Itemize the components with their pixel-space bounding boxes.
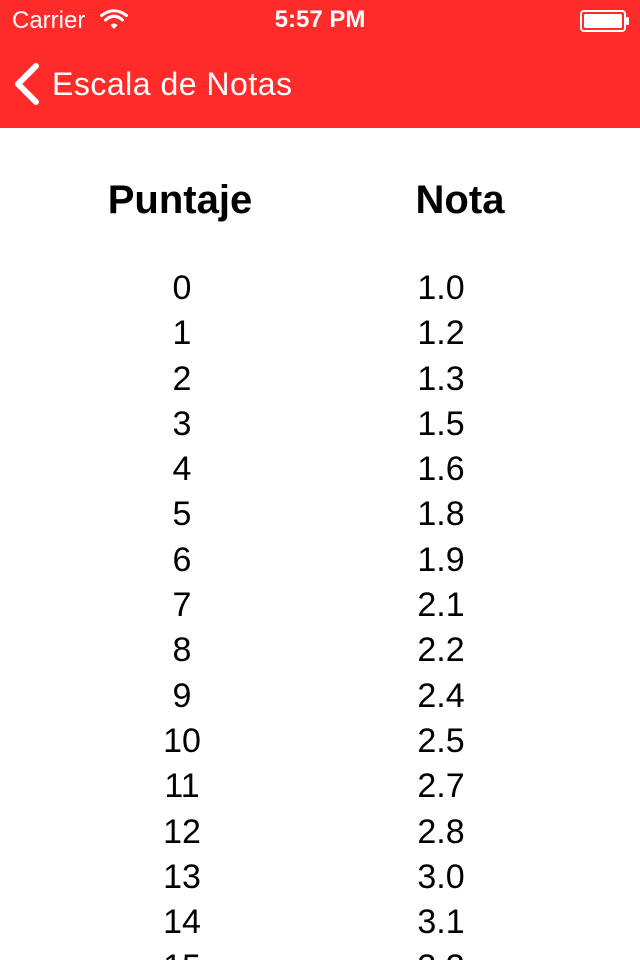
table-row: 5 1.8 — [0, 492, 640, 537]
table-row: 7 2.1 — [0, 583, 640, 628]
cell-puntaje: 4 — [172, 450, 192, 489]
table-row: 3 1.5 — [0, 402, 640, 447]
status-bar: Carrier 5:57 PM — [0, 0, 640, 40]
cell-nota: 2.5 — [417, 721, 465, 760]
cell-puntaje: 3 — [172, 404, 192, 443]
app-header: Carrier 5:57 PM Escala de Notas — [0, 0, 640, 128]
cell-puntaje: 1 — [172, 314, 192, 353]
cell-puntaje: 8 — [172, 631, 192, 670]
column-header-puntaje: Puntaje — [107, 178, 253, 222]
table-row: 11 2.7 — [0, 764, 640, 809]
table-row: 13 3.0 — [0, 855, 640, 900]
cell-nota: 1.0 — [417, 269, 465, 307]
cell-nota: 3.1 — [417, 903, 465, 942]
cell-puntaje: 14 — [163, 903, 201, 942]
table-row: 2 1.3 — [0, 357, 640, 402]
cell-nota: 1.2 — [417, 314, 465, 353]
cell-nota: 1.5 — [417, 404, 465, 443]
table-row: 153.3 — [0, 945, 640, 960]
cell-puntaje: 6 — [172, 540, 192, 579]
cell-nota: 1.3 — [417, 359, 465, 398]
status-time: 5:57 PM — [274, 6, 366, 33]
cell-puntaje: 0 — [172, 269, 192, 307]
table-row: 1 1.2 — [0, 311, 640, 356]
cell-nota: 1.9 — [417, 540, 465, 579]
cell-nota: 3.0 — [417, 857, 465, 896]
cell-nota: 1.8 — [417, 495, 465, 534]
back-label: Escala de Notas — [52, 66, 293, 102]
cell-nota: 2.2 — [417, 631, 465, 670]
cell-nota: 1.6 — [417, 450, 465, 489]
cell-puntaje: 12 — [163, 812, 201, 851]
table-row: 9 2.4 — [0, 674, 640, 719]
cell-nota: 2.4 — [417, 676, 465, 715]
table-row: 10 2.5 — [0, 719, 640, 764]
cell-puntaje: 5 — [172, 495, 192, 534]
table-row: 12 2.8 — [0, 810, 640, 855]
cell-puntaje: 7 — [172, 586, 192, 625]
carrier-label: Carrier — [12, 7, 86, 34]
cell-nota: 2.7 — [417, 767, 465, 806]
grade-table[interactable]: 0 1.0 1 1.2 2 1.3 3 1.5 4 1.6 5 1.8 6 1.9 7 2.1 8 2.2 9 2.4… — [0, 266, 640, 960]
chevron-left-icon — [15, 63, 39, 105]
back-button[interactable]: Escala de Notas — [10, 62, 293, 106]
table-row: 0 1.0 — [0, 266, 640, 311]
table-row: 6 1.9 — [0, 538, 640, 583]
cell-puntaje: 2 — [172, 359, 192, 398]
cell-puntaje: 9 — [172, 676, 192, 715]
table-row: 8 2.2 — [0, 628, 640, 673]
cell-puntaje: 13 — [163, 857, 201, 896]
table-row: 14 3.1 — [0, 900, 640, 945]
cell-puntaje: 15 — [82, 945, 282, 960]
navigation-bar: Escala de Notas — [0, 40, 640, 128]
battery-icon — [580, 10, 629, 32]
cell-nota: 2.1 — [417, 586, 465, 625]
wifi-icon — [100, 9, 128, 29]
cell-puntaje: 11 — [164, 767, 200, 806]
cell-nota: 2.8 — [417, 812, 465, 851]
table-header: Puntaje Nota — [0, 172, 640, 228]
table-row: 4 1.6 — [0, 447, 640, 492]
column-header-nota: Nota — [415, 178, 505, 222]
cell-nota: 3.3 — [341, 945, 541, 960]
cell-puntaje: 10 — [163, 721, 201, 760]
